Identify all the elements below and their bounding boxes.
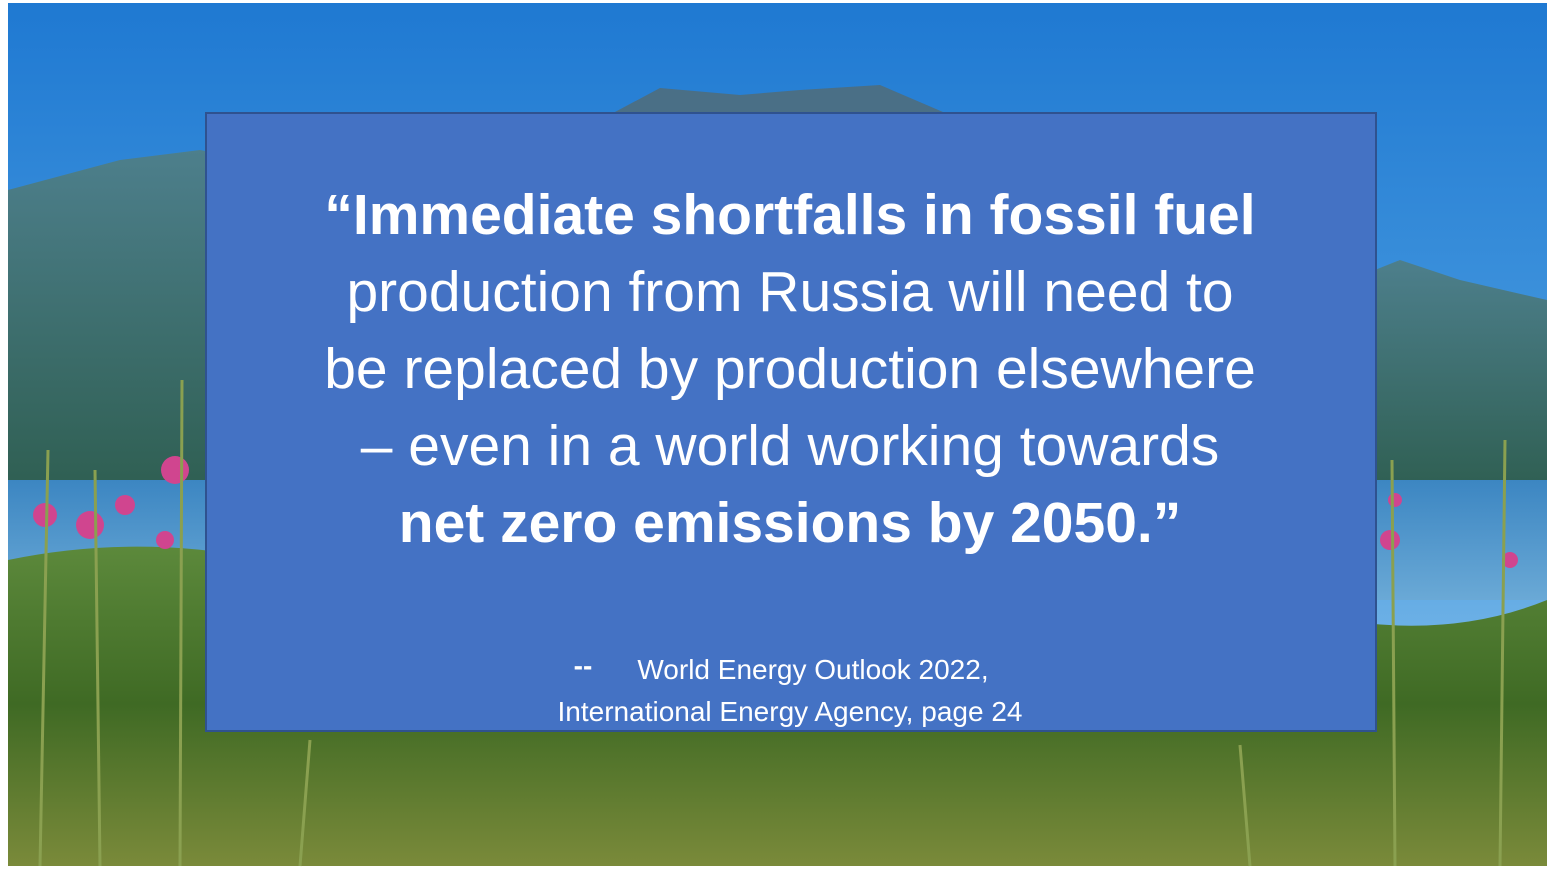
quote-line: production from Russia will need to — [346, 260, 1233, 324]
attribution-line: World Energy Outlook 2022, — [637, 654, 988, 685]
quote: “Immediate shortfalls in fossil fuel prod… — [324, 183, 1256, 555]
attribution-line: International Energy Agency, page 24 — [558, 696, 1023, 727]
attribution-dash: -- — [574, 650, 593, 681]
quote-line: be replaced by production elsewhere — [324, 337, 1256, 401]
slide: “Immediate shortfalls in fossil fuel prod… — [0, 0, 1547, 869]
quote-line: net zero emissions by 2050.” — [399, 491, 1182, 555]
quote-line: “Immediate shortfalls in fossil fuel — [324, 183, 1255, 247]
page: “Immediate shortfalls in fossil fuel prod… — [0, 0, 1547, 869]
quote-line: – even in a world working towards — [361, 414, 1220, 478]
